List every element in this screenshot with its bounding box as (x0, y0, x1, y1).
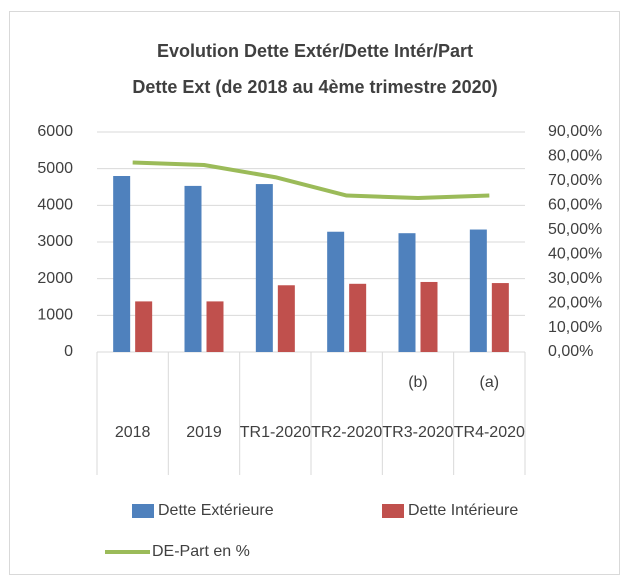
bar (327, 231, 345, 352)
y2-tick-label: 0,00% (548, 343, 593, 360)
legend-swatch (382, 504, 404, 518)
bar (184, 185, 202, 352)
y2-tick-label: 50,00% (548, 221, 602, 238)
x-tick-label: TR4-2020 (453, 424, 525, 441)
y2-tick-label: 80,00% (548, 148, 602, 165)
y2-tick-label: 10,00% (548, 319, 602, 336)
bar (420, 281, 438, 352)
bar (277, 285, 295, 352)
y-tick-label: 0 (64, 343, 73, 360)
x-tick-label: TR1-2020 (239, 424, 311, 441)
y2-tick-label: 30,00% (548, 270, 602, 287)
y2-tick-label: 60,00% (548, 197, 602, 214)
chart-title: Dette Ext (de 2018 au 4ème trimestre 202… (132, 77, 497, 97)
y-tick-label: 6000 (37, 123, 73, 140)
x-tick-label: TR3-2020 (382, 424, 454, 441)
y-tick-label: 5000 (37, 160, 73, 177)
line (132, 160, 490, 200)
legend-label: Dette Extérieure (158, 502, 274, 519)
y2-tick-label: 40,00% (548, 245, 602, 262)
bar (113, 176, 131, 352)
y2-tick-label: 20,00% (548, 294, 602, 311)
bar (349, 283, 367, 352)
x-tick-note: (a) (479, 374, 500, 391)
x-tick-label: TR2-2020 (311, 424, 383, 441)
y-tick-label: 2000 (37, 270, 73, 287)
y2-tick-label: 90,00% (548, 123, 602, 140)
x-tick-label: 2018 (114, 424, 151, 441)
bar (398, 233, 416, 352)
bar (469, 229, 487, 352)
bar (206, 301, 224, 352)
bar (255, 184, 273, 352)
x-tick-label: 2019 (186, 424, 222, 441)
chart-frame (9, 11, 620, 575)
bar (491, 283, 509, 352)
x-tick-note: (b) (408, 374, 428, 391)
bar (135, 301, 153, 352)
y-tick-label: 1000 (37, 307, 73, 324)
legend-swatch (132, 504, 154, 518)
y-tick-label: 4000 (37, 197, 73, 214)
chart-title: Evolution Dette Extér/Dette Intér/Part (157, 41, 473, 61)
legend-label: Dette Intérieure (408, 502, 518, 519)
y2-tick-label: 70,00% (548, 172, 602, 189)
legend-label: DE-Part en % (152, 543, 250, 560)
y-tick-label: 3000 (37, 233, 73, 250)
